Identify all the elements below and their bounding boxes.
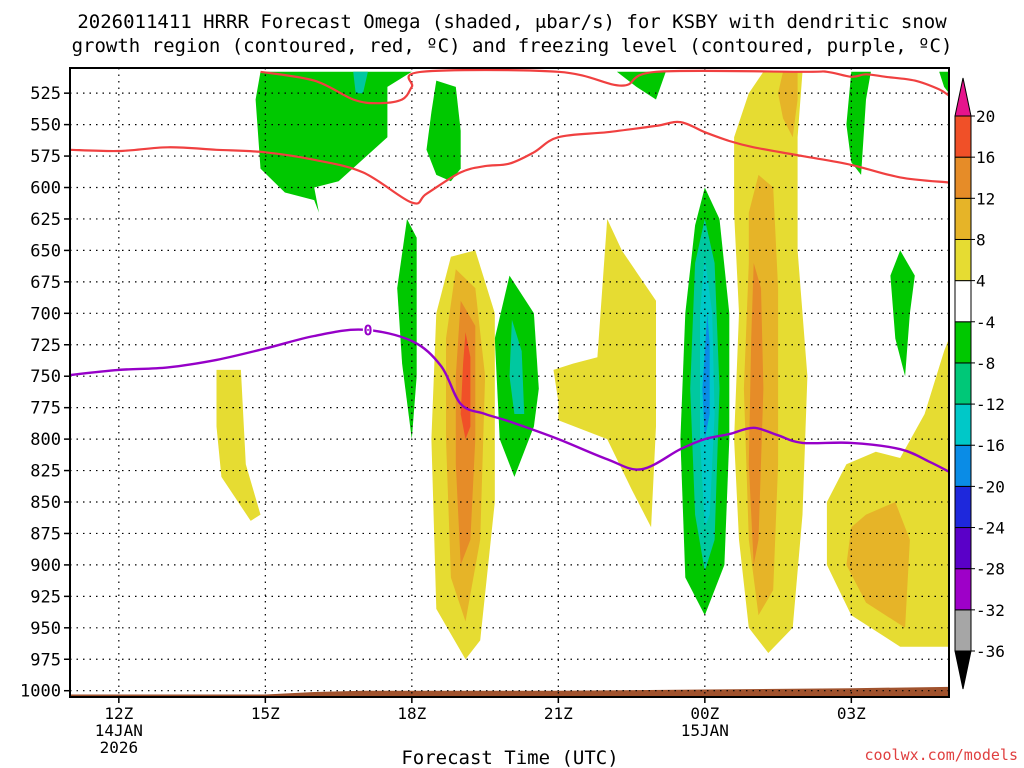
y-tick-label-950: 950 [30, 619, 61, 639]
x-axis-title: Forecast Time (UTC) [401, 747, 618, 768]
colorbar-segment-4 [954, 238, 972, 282]
terrain-ground [70, 686, 949, 697]
y-tick-label-850: 850 [30, 493, 61, 513]
x-tick-label-03Z: 03Z [837, 704, 866, 723]
colorbar-label-8: 8 [976, 230, 986, 249]
colorbar: -36 -32 -28 -24 -20 -16 -12 -8 -4 4 8 12 16 20 [954, 77, 1005, 690]
omega-shading-layer [216, 71, 949, 660]
y-tick-label-650: 650 [30, 241, 61, 261]
omega-region-red-19z-core [460, 332, 471, 440]
colorbar-label-4: 4 [976, 272, 986, 291]
y-tick-label-550: 550 [30, 116, 61, 136]
x-tick-label-21Z: 21Z [544, 704, 573, 723]
credit-text: coolwx.com/models [864, 746, 1018, 764]
y-tick-label-700: 700 [30, 304, 61, 324]
omega-region-green-upper-left [255, 71, 412, 213]
colorbar-segment-8 [954, 197, 972, 240]
colorbar-label-16: 16 [976, 148, 995, 167]
x-tick-date-12Z: 14JAN [95, 721, 143, 740]
dgz-contour-layer [69, 68, 950, 205]
y-tick-label-600: 600 [30, 179, 61, 199]
colorbar-segment--12 [954, 362, 972, 405]
omega-region-gold-02z-top [778, 71, 798, 138]
y-tick-label-675: 675 [30, 273, 61, 293]
colorbar-label--32: -32 [976, 601, 1005, 620]
omega-region-green-far-right [939, 71, 949, 94]
colorbar-segment--16 [954, 403, 972, 446]
y-tick-label-1000: 1000 [20, 682, 61, 702]
colorbar-label--16: -16 [976, 436, 1005, 455]
colorbar-label--8: -8 [976, 354, 995, 373]
y-tick-label-525: 525 [30, 84, 61, 104]
y-tick-label-875: 875 [30, 524, 61, 544]
y-tick-label-750: 750 [30, 367, 61, 387]
x-tick-label-00Z: 00Z [690, 704, 719, 723]
colorbar-segment-12 [954, 156, 972, 199]
dgz-contour-dgz-upper [260, 68, 950, 105]
colorbar-label--12: -12 [976, 395, 1005, 414]
colorbar-label--28: -28 [976, 560, 1005, 579]
y-tick-label-925: 925 [30, 587, 61, 607]
chart-title-line1: 2026011411 HRRR Forecast Omega (shaded, … [77, 11, 947, 33]
y-tick-label-800: 800 [30, 430, 61, 450]
colorbar-label-12: 12 [976, 189, 995, 208]
colorbar-label--36: -36 [976, 642, 1005, 661]
freezing-level-line [69, 328, 950, 473]
omega-region-teal-20z-core [509, 319, 525, 414]
x-tick-label-15Z: 15Z [251, 704, 280, 723]
plot-frame [69, 67, 950, 698]
colorbar-over-triangle [954, 77, 972, 117]
omega-region-yellow-15z-low [216, 369, 261, 521]
dgz-contour-dgz-lower [69, 120, 950, 205]
colorbar-label-20: 20 [976, 107, 995, 126]
omega-region-green-top-small [353, 71, 368, 94]
y-tick-label-975: 975 [30, 650, 61, 670]
y-tick-label-900: 900 [30, 556, 61, 576]
colorbar-segment--36 [954, 609, 972, 652]
omega-region-green-right-top [846, 71, 871, 175]
colorbar-label--20: -20 [976, 477, 1005, 496]
x-tick-date-00Z: 15JAN [681, 721, 729, 740]
freezing-level-label: 0 [363, 322, 372, 340]
colorbar-segment--20 [954, 444, 972, 487]
y-tick-label-625: 625 [30, 210, 61, 230]
omega-region-orange-01z-core [748, 263, 764, 565]
omega-region-green-strip-18z [397, 219, 417, 440]
y-tick-label-725: 725 [30, 336, 61, 356]
colorbar-segment--28 [954, 527, 972, 570]
y-axis: 525 550 575 600 625 650 675 700 725 750 775 800 825 8… [20, 84, 70, 702]
gridlines [70, 68, 949, 697]
omega-region-green-top-right [616, 71, 666, 100]
x-tick-label-18Z: 18Z [397, 704, 426, 723]
y-tick-label-775: 775 [30, 399, 61, 419]
y-tick-label-575: 575 [30, 147, 61, 167]
terrain-layer [70, 686, 949, 697]
y-tick-label-825: 825 [30, 462, 61, 482]
freezing-level-layer: 0 [69, 320, 950, 473]
colorbar-label--4: -4 [976, 313, 995, 332]
chart-title-line2: growth region (contoured, red, ºC) and f… [72, 35, 953, 57]
colorbar-segment--4 [954, 280, 972, 323]
x-tick-label-12Z: 12Z [104, 704, 133, 723]
colorbar-segment--24 [954, 485, 972, 529]
plot-area: 0 [69, 67, 950, 698]
x-tick-year-12Z: 2026 [100, 738, 139, 757]
colorbar-segment--8 [954, 321, 972, 364]
colorbar-segment--32 [954, 568, 972, 611]
colorbar-segment-16 [954, 115, 972, 158]
omega-region-yellow-21z-patch [553, 219, 656, 528]
colorbar-label--24: -24 [976, 519, 1005, 538]
omega-region-gold-04z-low [846, 502, 910, 628]
